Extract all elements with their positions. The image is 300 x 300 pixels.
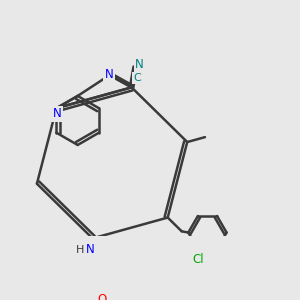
Text: C: C xyxy=(133,73,141,83)
Text: N: N xyxy=(52,107,61,120)
Text: N: N xyxy=(86,243,95,256)
Text: H: H xyxy=(76,245,84,255)
Text: Cl: Cl xyxy=(192,253,204,266)
Text: N: N xyxy=(105,68,113,81)
Text: N: N xyxy=(135,58,144,71)
Text: O: O xyxy=(97,292,106,300)
